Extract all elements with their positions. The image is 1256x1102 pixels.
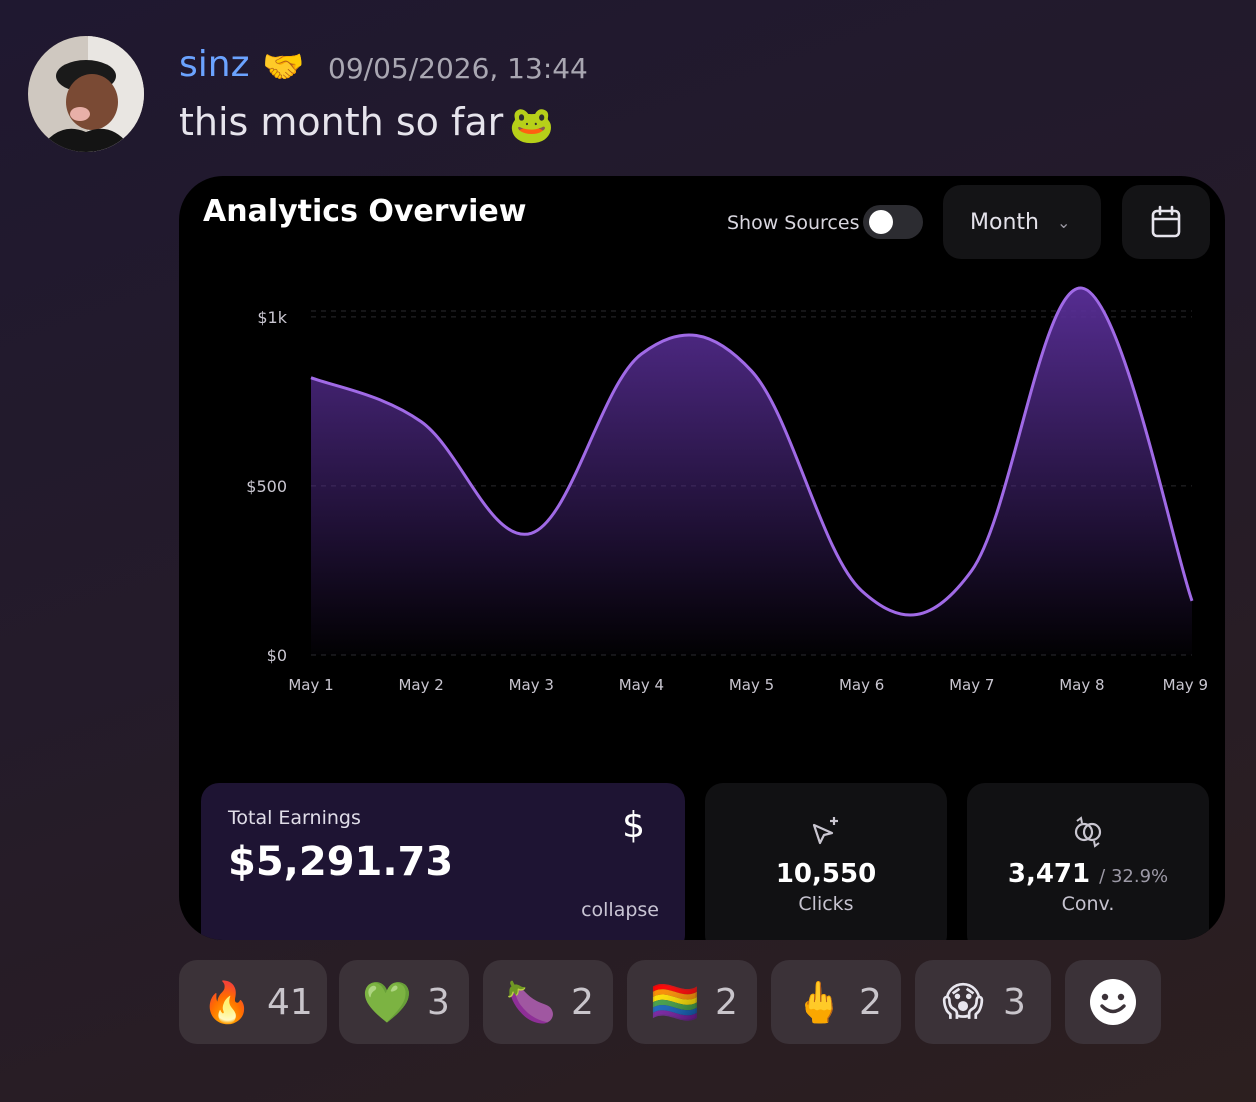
x-tick-label: May 6 [839, 676, 884, 694]
analytics-card: Analytics Overview Show Sources Month ⌄ … [179, 176, 1225, 940]
x-tick-label: May 8 [1059, 676, 1104, 694]
total-earnings-card[interactable]: Total Earnings $5,291.73 $ collapse [201, 783, 685, 940]
middle-finger-emoji: 🖕 [794, 979, 844, 1026]
reaction-green-heart[interactable]: 💚 3 [339, 960, 469, 1044]
avatar-image [28, 36, 144, 152]
reaction-count: 2 [859, 981, 882, 1023]
reaction-middle-finger[interactable]: 🖕 2 [771, 960, 901, 1044]
y-tick-label: $1k [257, 308, 287, 327]
period-dropdown[interactable]: Month ⌄ [943, 185, 1101, 259]
fire-emoji: 🔥 [202, 979, 252, 1026]
earnings-chart: $0 $500 $1k May 1 May 2 May 3 May 4 May 5 May 6 M… [246, 282, 1208, 694]
y-tick-label: $0 [267, 646, 287, 665]
x-tick-label: May 7 [949, 676, 994, 694]
clicks-label: Clicks [798, 893, 854, 915]
conversions-label: Conv. [1061, 893, 1115, 915]
y-tick-label: $500 [246, 477, 287, 496]
rainbow-flag-emoji: 🏳️‍🌈 [650, 979, 700, 1026]
earnings-value: $5,291.73 [228, 839, 454, 885]
x-tick-label: May 3 [509, 676, 554, 694]
conversions-value: 3,471 [1007, 859, 1091, 889]
conversions-value-row: 3,471 / 32.9% [967, 859, 1209, 889]
earnings-label: Total Earnings [228, 807, 361, 829]
eggplant-emoji: 🍆 [506, 979, 556, 1026]
smiley-icon [1090, 979, 1136, 1025]
cursor-click-icon [810, 815, 842, 853]
pepe-emoji: 🐸 [509, 105, 555, 146]
reaction-eggplant[interactable]: 🍆 2 [483, 960, 613, 1044]
reaction-screaming-duck[interactable]: 😱 3 [915, 960, 1051, 1044]
chevron-down-icon: ⌄ [1056, 212, 1071, 232]
calendar-button[interactable] [1122, 185, 1210, 259]
add-reaction-button[interactable] [1065, 960, 1161, 1044]
toggle-knob [869, 210, 893, 234]
reaction-count: 2 [715, 981, 738, 1023]
earnings-area [311, 287, 1192, 655]
x-tick-label: May 9 [1163, 676, 1208, 694]
collapse-link[interactable]: collapse [581, 899, 659, 921]
data-point[interactable] [305, 372, 317, 384]
timestamp: 09/05/2026, 13:44 [328, 52, 588, 85]
conversion-icon [1071, 815, 1105, 853]
show-sources-toggle[interactable] [863, 205, 923, 239]
reaction-count: 3 [427, 981, 450, 1023]
reaction-count: 2 [571, 981, 594, 1023]
x-tick-label: May 1 [288, 676, 333, 694]
data-point[interactable] [525, 527, 537, 539]
handshake-emoji: 🤝 [262, 47, 305, 87]
message-text: this month so far 🐸 [179, 100, 554, 146]
card-title: Analytics Overview [203, 194, 527, 229]
reaction-count: 41 [267, 981, 313, 1023]
data-point[interactable] [856, 585, 868, 597]
earnings-line [310, 286, 1194, 617]
screaming-duck-emoji: 😱 [942, 979, 984, 1025]
x-tick-label: May 5 [729, 676, 774, 694]
data-point[interactable] [746, 365, 758, 377]
data-point[interactable] [635, 348, 647, 360]
conversions-card[interactable]: 3,471 / 32.9% Conv. [967, 783, 1209, 940]
data-point[interactable] [1186, 595, 1198, 607]
dollar-icon: $ [622, 805, 645, 846]
reaction-count: 3 [1003, 981, 1026, 1023]
conversion-rate: / 32.9% [1099, 866, 1169, 887]
data-point[interactable] [966, 564, 978, 576]
username[interactable]: sinz [179, 44, 250, 85]
clicks-card[interactable]: 10,550 Clicks [705, 783, 947, 940]
message-body: this month so far [179, 100, 504, 144]
period-label: Month [970, 209, 1039, 235]
x-tick-label: May 2 [398, 676, 443, 694]
clicks-value: 10,550 [775, 859, 877, 889]
avatar[interactable] [28, 36, 144, 152]
reaction-fire[interactable]: 🔥 41 [179, 960, 327, 1044]
data-point[interactable] [1076, 282, 1088, 294]
reaction-rainbow-flag[interactable]: 🏳️‍🌈 2 [627, 960, 757, 1044]
data-point[interactable] [415, 416, 427, 428]
x-tick-label: May 4 [619, 676, 664, 694]
green-heart-emoji: 💚 [362, 979, 412, 1026]
show-sources-label: Show Sources [727, 212, 860, 234]
calendar-icon [1151, 205, 1181, 238]
